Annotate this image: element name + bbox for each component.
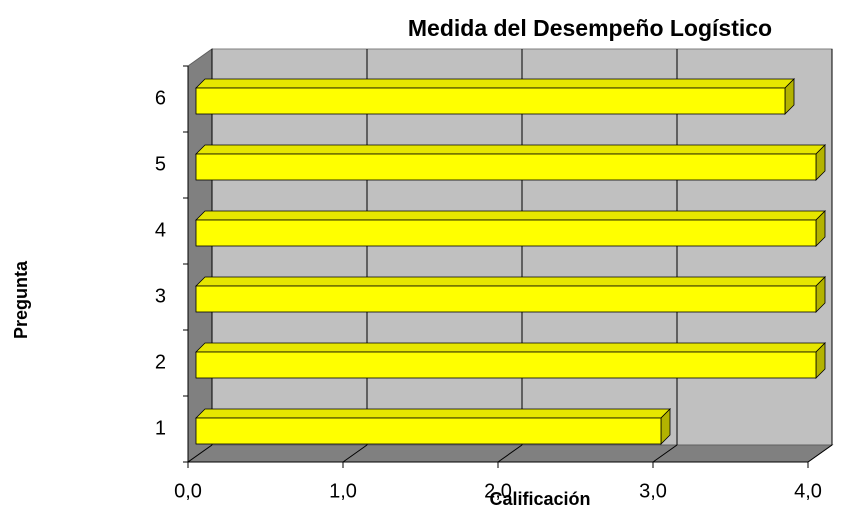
chart-title: Medida del Desempeño Logístico [408,15,772,41]
bar-top [195,408,671,419]
bar-top [195,144,826,155]
bar-top [195,78,795,89]
grid-line-floor [497,444,523,463]
bar-top [195,210,826,221]
y-tick-label: 2 [155,351,166,373]
bar [195,144,826,181]
bar-top [195,276,826,287]
bar-front [195,87,786,115]
bar-front [195,219,817,247]
bar-front [195,351,817,379]
grid-line-floor [342,444,368,463]
bar [195,78,795,115]
grid-line-floor [187,444,213,463]
bar [195,276,826,313]
bar [195,210,826,247]
y-tick-label: 6 [155,87,166,109]
x-tick-label: 2,0 [484,480,512,502]
grid-line-floor [652,444,678,463]
y-tick-label: 3 [155,285,166,307]
bar-top [195,342,826,353]
x-axis-label: Calificación [489,489,590,509]
x-tick-label: 4,0 [794,480,822,502]
y-tick-label: 5 [155,153,166,175]
bar [195,408,671,445]
grid-line-floor [807,444,833,463]
bar-front [195,153,817,181]
x-tick-label: 0,0 [174,480,202,502]
plot-area: 0,0 1,0 2,0 3,0 4,0 1 2 3 4 5 6 [155,48,834,502]
bar-front [195,417,662,445]
bar-front [195,285,817,313]
y-tick-label: 4 [155,219,166,241]
bar [195,342,826,379]
y-axis-label: Pregunta [11,260,31,339]
y-tick-label: 1 [155,417,166,439]
x-tick-label: 1,0 [329,480,357,502]
x-tick-label: 3,0 [639,480,667,502]
